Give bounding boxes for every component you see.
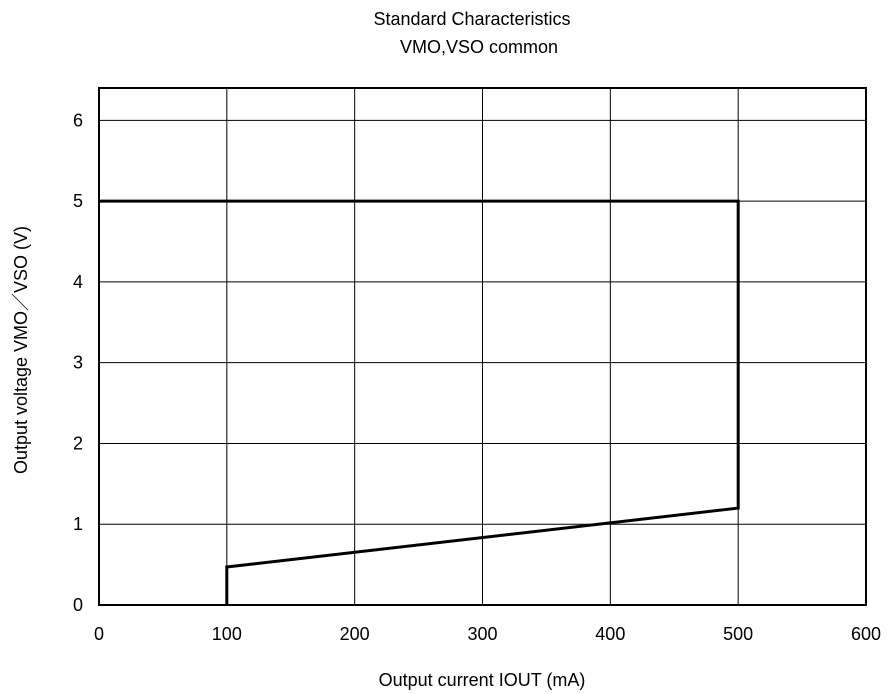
y-tick-label: 0 — [73, 595, 83, 615]
x-tick-label: 200 — [340, 624, 370, 644]
chart-title: Standard Characteristics — [373, 9, 570, 29]
series-layer — [99, 199, 740, 605]
x-axis-label: Output current IOUT (mA) — [379, 670, 586, 690]
y-tick-label: 1 — [73, 514, 83, 534]
x-tick-labels: 0 100 200 300 400 500 600 — [94, 624, 881, 644]
y-tick-label: 4 — [73, 272, 83, 292]
characteristic-curve — [99, 199, 740, 605]
y-tick-label: 5 — [73, 191, 83, 211]
y-tick-label: 2 — [73, 433, 83, 453]
y-tick-label: 6 — [73, 110, 83, 130]
x-tick-label: 300 — [467, 624, 497, 644]
chart-subtitle: VMO,VSO common — [400, 37, 558, 57]
x-tick-label: 400 — [595, 624, 625, 644]
x-tick-label: 500 — [723, 624, 753, 644]
y-tick-labels: 0 1 2 3 4 5 6 — [73, 110, 83, 615]
x-tick-label: 0 — [94, 624, 104, 644]
grid-layer — [99, 88, 866, 605]
plot-frame — [98, 87, 867, 606]
y-tick-label: 3 — [73, 353, 83, 373]
y-axis-label: Output voltage VMO／VSO (V) — [11, 226, 31, 474]
x-tick-label: 600 — [851, 624, 881, 644]
x-tick-label: 100 — [212, 624, 242, 644]
